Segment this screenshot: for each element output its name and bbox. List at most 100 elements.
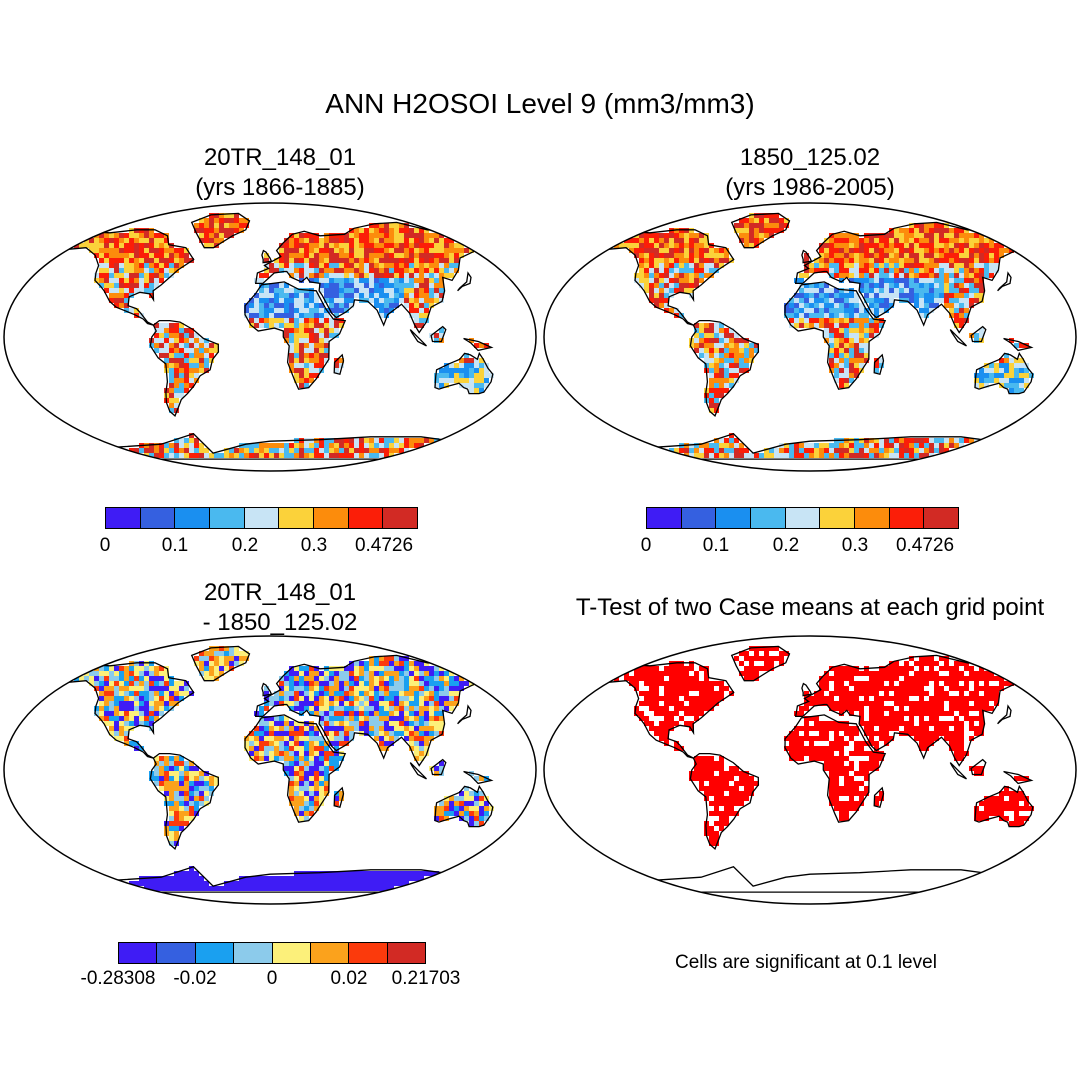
coastline xyxy=(254,221,499,334)
coastline xyxy=(794,221,1039,334)
coastline xyxy=(434,351,494,395)
panel4-title-line1: T-Test of two Case means at each grid po… xyxy=(575,594,1045,621)
colorbar-tick-label: -0.02 xyxy=(173,968,217,989)
colorbar-panel-1 xyxy=(105,507,418,529)
panel1-title-line2: (yrs 1866-1885) xyxy=(195,174,365,201)
colorbar-swatch xyxy=(889,508,925,528)
panel1-title-line1: 20TR_148_01 xyxy=(203,144,357,171)
colorbar-swatch xyxy=(349,943,388,963)
colorbar-swatch xyxy=(855,508,890,528)
colorbar-swatch xyxy=(820,508,856,528)
colorbar-tick-label: 0.21703 xyxy=(391,968,461,989)
colorbar-swatch xyxy=(195,943,235,963)
colorbar-swatch xyxy=(383,508,418,528)
coastline xyxy=(54,662,195,759)
coastline xyxy=(801,249,813,264)
coastline xyxy=(333,786,345,808)
coastline xyxy=(794,654,1039,767)
colorbar-swatch xyxy=(140,508,176,528)
coastline xyxy=(801,682,813,697)
coastline xyxy=(457,704,472,725)
coastline xyxy=(333,353,345,375)
coastline xyxy=(689,752,760,850)
colorbar-tick-label: 0.4726 xyxy=(354,535,414,556)
coastline xyxy=(784,281,887,390)
colorbar-tick-label: 0.2 xyxy=(772,535,800,556)
panel3-title-line1: 20TR_148_01 xyxy=(203,579,357,606)
colorbar-tick-label: 0.3 xyxy=(841,535,869,556)
colorbar-swatch xyxy=(785,508,821,528)
panel3-title-line2: - 1850_125.02 xyxy=(202,609,358,636)
colorbar-swatch xyxy=(244,508,280,528)
map-panel-2 xyxy=(543,202,1077,472)
colorbar-tick-label: 0 xyxy=(266,968,278,989)
colorbar-swatch xyxy=(119,943,158,963)
coastline xyxy=(409,762,427,780)
colorbar-tick-label: 0.1 xyxy=(161,535,189,556)
coastline xyxy=(997,271,1012,292)
map-grid-cells xyxy=(74,213,494,458)
coastline xyxy=(149,319,220,417)
coastline xyxy=(974,351,1034,395)
map-panel-3 xyxy=(3,635,537,905)
coastline xyxy=(970,758,987,776)
colorbar-swatch xyxy=(175,508,211,528)
colorbar-swatch xyxy=(647,508,682,528)
coastline xyxy=(149,752,220,850)
colorbar-tick-label: 0.4726 xyxy=(895,535,955,556)
map-border xyxy=(543,202,1077,472)
colorbar-tick-label: 0 xyxy=(99,535,111,556)
coastline xyxy=(970,325,987,343)
colorbar-tick-label: 0.3 xyxy=(300,535,328,556)
coastline xyxy=(190,645,251,682)
coastline xyxy=(463,337,494,352)
coastline xyxy=(261,682,273,697)
panel2-title: 1850_125.02 (yrs 1986-2005) xyxy=(625,143,995,203)
colorbar-panel-3 xyxy=(118,942,426,964)
colorbar-tick-label: 0.2 xyxy=(231,535,259,556)
coastline xyxy=(594,662,735,759)
coastline xyxy=(594,229,735,326)
coastline xyxy=(409,329,427,347)
coastline xyxy=(457,271,472,292)
coastline xyxy=(730,645,791,682)
colorbar-ticks-panel-2: 0 0.1 0.2 0.3 0.4726 xyxy=(641,535,959,559)
panel3-title: 20TR_148_01 - 1850_125.02 xyxy=(95,578,465,638)
panel2-title-line2: (yrs 1986-2005) xyxy=(725,174,895,201)
coastline xyxy=(784,714,887,823)
colorbar-swatch xyxy=(210,508,245,528)
coastline xyxy=(1003,337,1034,352)
map-border xyxy=(3,635,537,905)
map-grid-cells xyxy=(74,646,494,891)
colorbar-swatch xyxy=(314,508,349,528)
map-border xyxy=(543,635,1077,905)
colorbar-ticks-panel-1: 0 0.1 0.2 0.3 0.4726 xyxy=(100,535,418,559)
main-title: ANN H2OSOI Level 9 (mm3/mm3) xyxy=(325,88,755,119)
coastline xyxy=(949,762,967,780)
coastline xyxy=(54,229,195,326)
coastline xyxy=(261,249,273,264)
colorbar-swatch xyxy=(716,508,752,528)
coastline xyxy=(997,704,1012,725)
coastline xyxy=(463,770,494,785)
colorbar-tick-label: 0 xyxy=(640,535,652,556)
map-panel-1 xyxy=(3,202,537,472)
coastline xyxy=(244,714,347,823)
colorbar-swatch xyxy=(310,943,350,963)
colorbar-swatch xyxy=(348,508,384,528)
panel1-title: 20TR_148_01 (yrs 1866-1885) xyxy=(95,143,465,203)
colorbar-tick-label: 0.02 xyxy=(330,968,368,989)
coastline xyxy=(434,784,494,828)
coastline xyxy=(1003,770,1034,785)
coastline xyxy=(430,758,447,776)
coastline xyxy=(873,353,885,375)
colorbar-swatch xyxy=(234,943,273,963)
coastline xyxy=(430,325,447,343)
coastline xyxy=(730,212,791,249)
colorbar-swatch xyxy=(157,943,196,963)
colorbar-swatch xyxy=(279,508,315,528)
coastline xyxy=(873,786,885,808)
significance-note: Cells are significant at 0.1 level xyxy=(675,952,937,973)
colorbar-swatch xyxy=(387,943,425,963)
colorbar-panel-2 xyxy=(646,507,959,529)
